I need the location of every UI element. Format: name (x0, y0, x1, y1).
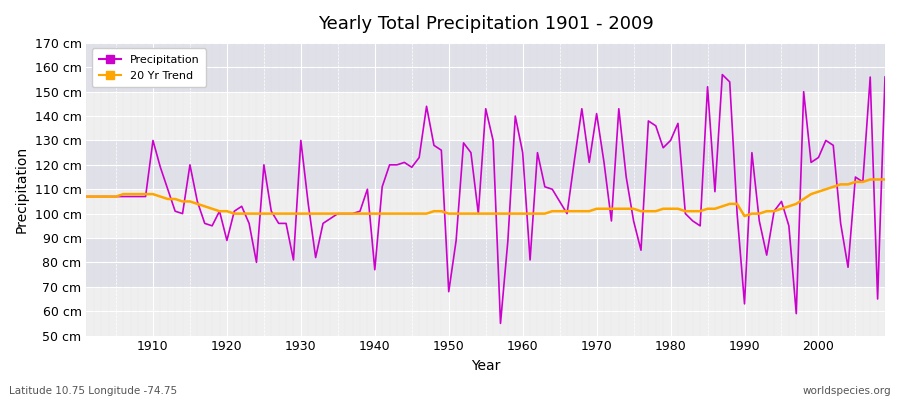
Bar (86, 287, 885, 336)
Bar (86, 238, 885, 287)
Text: Latitude 10.75 Longitude -74.75: Latitude 10.75 Longitude -74.75 (9, 386, 177, 396)
Text: worldspecies.org: worldspecies.org (803, 386, 891, 396)
Y-axis label: Precipitation: Precipitation (15, 146, 29, 233)
X-axis label: Year: Year (471, 359, 500, 373)
Legend: Precipitation, 20 Yr Trend: Precipitation, 20 Yr Trend (92, 48, 206, 87)
Bar (86, 140, 885, 189)
Title: Yearly Total Precipitation 1901 - 2009: Yearly Total Precipitation 1901 - 2009 (318, 15, 653, 33)
Bar (86, 92, 885, 140)
Bar (86, 189, 885, 238)
Bar (86, 43, 885, 92)
